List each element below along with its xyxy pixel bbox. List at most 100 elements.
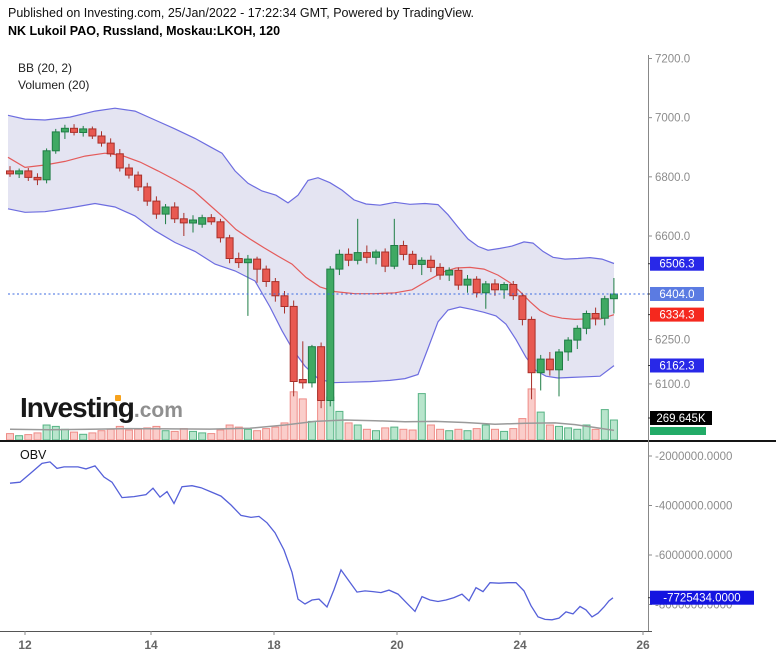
price-label-text: 6162.3 <box>659 360 694 372</box>
candle-body <box>564 339 573 353</box>
logo-orange-dot-icon <box>115 395 121 401</box>
bb-area <box>8 108 614 383</box>
candle-body <box>42 150 51 181</box>
obv-tick-label: -6000000.0000 <box>655 550 732 562</box>
bb-upper-band <box>7 107 615 265</box>
obv-pane[interactable] <box>8 444 648 630</box>
candle-body <box>280 295 289 307</box>
candle-body <box>170 206 179 220</box>
candle-body <box>289 305 298 382</box>
candle-body <box>6 170 14 175</box>
price-tick-label: 7200.0 <box>655 53 690 65</box>
watermark-logo: Investing.com <box>20 392 183 424</box>
candle-body <box>271 281 280 297</box>
candle-body <box>582 313 591 329</box>
price-label-box <box>650 307 704 322</box>
candle-body <box>509 284 518 297</box>
candle-body <box>307 346 316 384</box>
published-line: Published on Investing.com, 25/Jan/2022 … <box>8 6 475 20</box>
price-scale-drag-area[interactable] <box>648 55 776 631</box>
candle-body <box>491 283 499 291</box>
candle-body <box>253 258 262 270</box>
candle-body <box>152 200 161 215</box>
candle-body <box>408 253 417 265</box>
volume-current-label-clipped <box>650 427 706 435</box>
candle-body <box>207 217 216 223</box>
candle-body <box>335 253 344 270</box>
candle-body <box>609 293 618 300</box>
candle-body <box>134 174 143 188</box>
time-tick-label: 12 <box>18 638 32 652</box>
candle-body <box>417 259 426 265</box>
candle-body <box>51 131 60 152</box>
price-pane[interactable] <box>8 55 648 441</box>
price-label-box <box>650 256 704 271</box>
candle-body <box>33 176 42 181</box>
price-label-box <box>650 358 704 373</box>
bb-middle-band <box>7 152 615 321</box>
candle-body <box>124 167 133 176</box>
volume-ma-line <box>9 419 615 432</box>
obv-current-label-box <box>650 590 754 605</box>
candle-body <box>545 358 554 371</box>
candle-body <box>362 252 371 258</box>
candle-body <box>591 313 600 319</box>
candle-body <box>481 283 490 294</box>
candle-body <box>390 245 399 267</box>
price-label-text: 6404.0 <box>659 289 694 301</box>
candle-body <box>326 268 335 401</box>
price-label-box <box>650 286 704 301</box>
candle-body <box>372 251 380 258</box>
obv-line <box>9 461 614 621</box>
candle-body <box>381 251 390 267</box>
candle-body <box>79 128 88 133</box>
candle-body <box>143 186 152 202</box>
volume-ma-label-text: 269.645K <box>656 413 706 425</box>
candle-body <box>106 142 115 155</box>
time-scale-drag-area[interactable] <box>0 631 652 661</box>
volume-ma-label-box <box>650 411 712 425</box>
candle-body <box>454 269 463 286</box>
legend-volume: Volumen (20) <box>18 78 90 92</box>
candle-body <box>88 128 97 137</box>
watermark-suffix: .com <box>134 399 183 422</box>
time-tick-label: 14 <box>144 638 158 652</box>
candle-body <box>527 318 536 374</box>
candle-body <box>97 135 106 144</box>
price-tick-label: 6800.0 <box>655 172 690 184</box>
time-tick-label: 18 <box>267 638 281 652</box>
candle-body <box>573 327 582 341</box>
price-tick-label: 6600.0 <box>655 231 690 243</box>
candle-body <box>70 127 78 133</box>
candle-body <box>15 170 24 175</box>
candle-body <box>536 358 545 374</box>
candle-body <box>179 218 188 224</box>
time-tick-label: 24 <box>513 638 527 652</box>
indicator-legend: BB (20, 2) Volumen (20) <box>18 60 89 94</box>
candle-body <box>189 219 197 224</box>
candle-body <box>500 284 509 291</box>
price-tick-label: 6100.0 <box>655 379 690 391</box>
candle-body <box>426 259 435 268</box>
obv-tick-label: -2000000.0000 <box>655 451 732 463</box>
obv-current-label-text: -7725434.0000 <box>663 593 740 605</box>
time-tick-label: 26 <box>636 638 650 652</box>
candle-body <box>600 298 609 319</box>
candle-body <box>24 170 33 178</box>
candle-body <box>344 253 353 261</box>
time-tick-label: 20 <box>390 638 404 652</box>
candle-body <box>399 245 408 255</box>
candle-body <box>216 221 225 239</box>
candle-body <box>298 379 307 384</box>
candle-body <box>472 278 481 294</box>
candle-body <box>161 206 170 215</box>
candle-body <box>225 237 234 260</box>
candle-body <box>317 346 326 402</box>
candle-body <box>234 258 243 264</box>
candle-body <box>262 268 271 283</box>
candles-layer <box>6 124 618 409</box>
candle-body <box>445 269 454 276</box>
candle-body <box>243 258 252 264</box>
instrument-title: NK Lukoil PAO, Russland, Moskau:LKOH, 12… <box>8 24 281 38</box>
